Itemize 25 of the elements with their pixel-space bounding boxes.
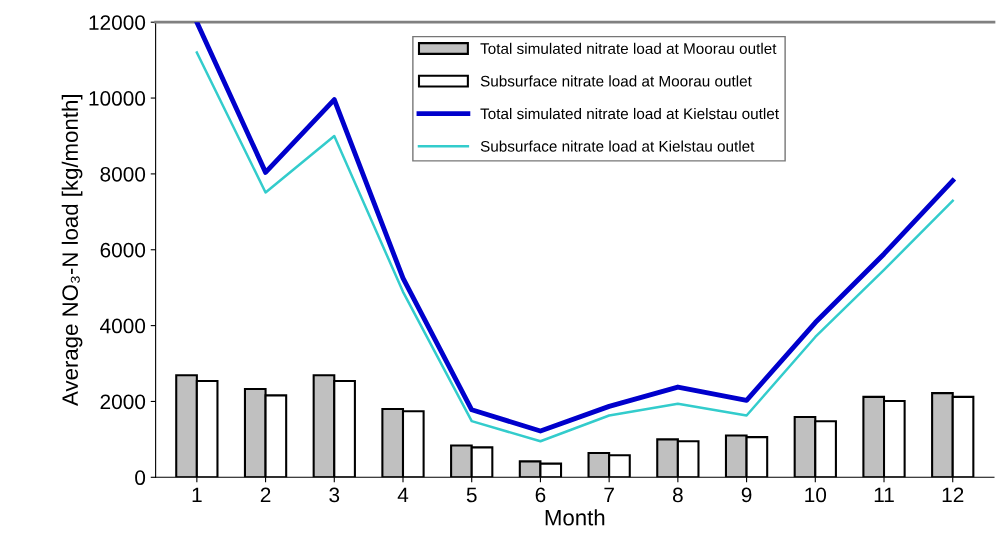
y-tick-label: 0 xyxy=(135,470,146,486)
x-tick-label: 10 xyxy=(805,487,827,503)
legend-label: Total simulated nitrate load at Kielstau outlet xyxy=(480,107,779,120)
x-axis-title: Month xyxy=(545,509,605,526)
y-tick-label: 10000 xyxy=(89,91,146,106)
legend-label: Subsurface nitrate load at Kielstau outlet xyxy=(480,140,755,152)
y-axis-title: Average NO₃-N load [kg/month] xyxy=(61,95,83,406)
x-tick-label: 5 xyxy=(466,487,477,503)
y-tick-label: 8000 xyxy=(100,166,146,182)
x-tick-label: 4 xyxy=(397,487,409,503)
y-tick-label: 6000 xyxy=(100,242,146,258)
x-tick-label: 9 xyxy=(741,487,752,503)
x-tick-label: 12 xyxy=(942,487,964,503)
x-tick-label: 7 xyxy=(604,487,614,503)
x-tick-label: 1 xyxy=(192,487,202,503)
y-tick-label: 4000 xyxy=(100,318,146,334)
x-tick-label: 6 xyxy=(535,487,546,503)
x-tick-label: 2 xyxy=(260,487,271,503)
x-tick-label: 3 xyxy=(329,487,340,503)
x-tick-label: 8 xyxy=(672,487,683,503)
legend-label: Subsurface nitrate load at Moorau outlet xyxy=(480,75,752,87)
y-tick-label: 12000 xyxy=(89,15,146,30)
legend-label: Total simulated nitrate load at Moorau outlet xyxy=(480,42,777,54)
y-tick-label: 2000 xyxy=(100,394,146,410)
x-tick-label: 11 xyxy=(874,487,894,503)
